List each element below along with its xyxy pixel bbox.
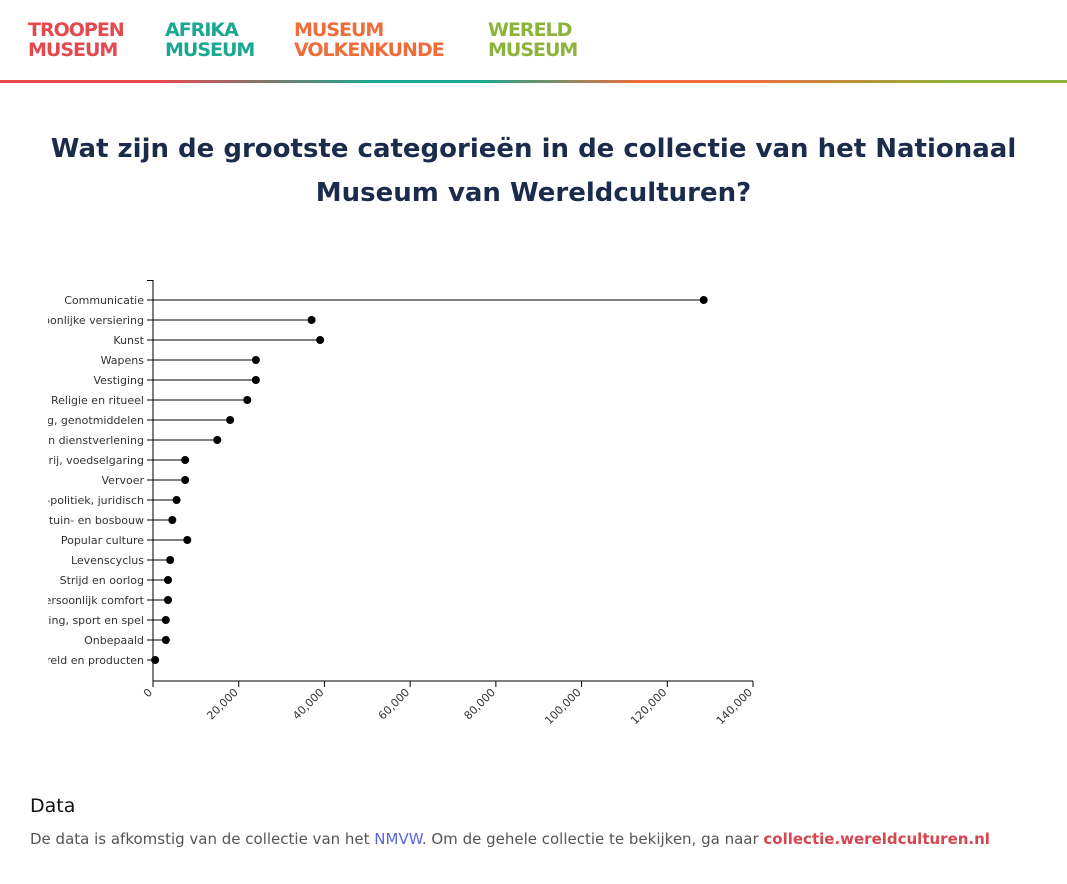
category-label: Persoonlijk comfort (38, 594, 144, 607)
category-label: Ontspanning, sport en spel (0, 614, 144, 627)
category-label: Wapens (101, 354, 145, 367)
x-tick-label: 80,000 (462, 686, 498, 722)
lollipop-dot (168, 516, 177, 524)
lollipop-dot (166, 556, 175, 564)
collection-link[interactable]: collectie.wereldculturen.nl (763, 830, 990, 848)
wereldmuseum-logo[interactable]: WERELD MUSEUM (488, 19, 578, 61)
lollipop-dot (307, 316, 316, 324)
lollipop-dot (251, 356, 260, 364)
x-tick-label: 60,000 (376, 686, 412, 722)
category-label: Handel en dienstverlening (0, 434, 144, 447)
x-tick-label: 120,000 (628, 686, 669, 727)
lollipop-dot (181, 456, 190, 464)
category-label: Vestiging (93, 374, 144, 387)
category-label: Levenscyclus (71, 554, 144, 567)
category-label: Religie en ritueel (51, 394, 144, 407)
museum-volkenkunde-logo[interactable]: MUSEUM VOLKENKUNDE (294, 19, 445, 61)
x-tick-label: 140,000 (714, 686, 755, 727)
x-tick-label: 0 (141, 686, 155, 700)
category-label: Wereld en producten (29, 654, 144, 667)
category-label: Kunst (113, 334, 144, 347)
lollipop-dot (699, 296, 708, 304)
lollipop-dot (316, 336, 325, 344)
lollipop-dot (151, 656, 160, 664)
lollipop-dot (161, 636, 170, 644)
tropenmuseum-logo[interactable]: TROOPEN MUSEUM (28, 19, 125, 61)
x-tick-label: 20,000 (204, 686, 240, 722)
category-label: Landbouw, tuin- en bosbouw (0, 514, 144, 527)
category-label: Persoonlijke versiering (20, 314, 144, 327)
lollipop-chart: 0 20,000 40,000 60,000 80,000 100,000 120,000 1… (0, 280, 755, 727)
category-label: Vervoer (102, 474, 145, 487)
lollipop-dot (164, 596, 172, 604)
category-label: Jacht, visserij, voedselgaring (0, 454, 144, 467)
x-tick-label: 100,000 (542, 686, 583, 727)
lollipop-dot (172, 496, 181, 504)
lollipop-dot (226, 416, 235, 424)
lollipop-dot (243, 396, 252, 404)
lollipop-dot (213, 436, 222, 444)
category-label: Popular culture (61, 534, 144, 547)
lollipop-dot (251, 376, 260, 384)
x-tick-label: 40,000 (290, 686, 326, 722)
header-divider (0, 80, 1067, 83)
site-header: TROOPEN MUSEUM AFRIKA MUSEUM MUSEUM VOLK… (0, 0, 1067, 80)
category-label: Onbepaald (84, 634, 144, 647)
data-description: De data is afkomstig van de collectie va… (30, 830, 990, 848)
data-heading: Data (30, 795, 76, 817)
lollipop-dot (164, 576, 172, 584)
category-label: Sociaal-politiek, juridisch (7, 494, 144, 507)
nmvw-link[interactable]: NMVW (374, 830, 422, 848)
category-label: Voeding, genotmiddelen (10, 414, 144, 427)
lollipop-dot (183, 536, 192, 544)
category-label: Strijd en oorlog (60, 574, 144, 587)
lollipop-dot (181, 476, 190, 484)
category-label: Communicatie (64, 294, 144, 307)
afrika-museum-logo[interactable]: AFRIKA MUSEUM (165, 19, 255, 61)
lollipop-dot (161, 616, 170, 624)
page-title: Wat zijn de grootste categorieën in de c… (50, 134, 1017, 208)
